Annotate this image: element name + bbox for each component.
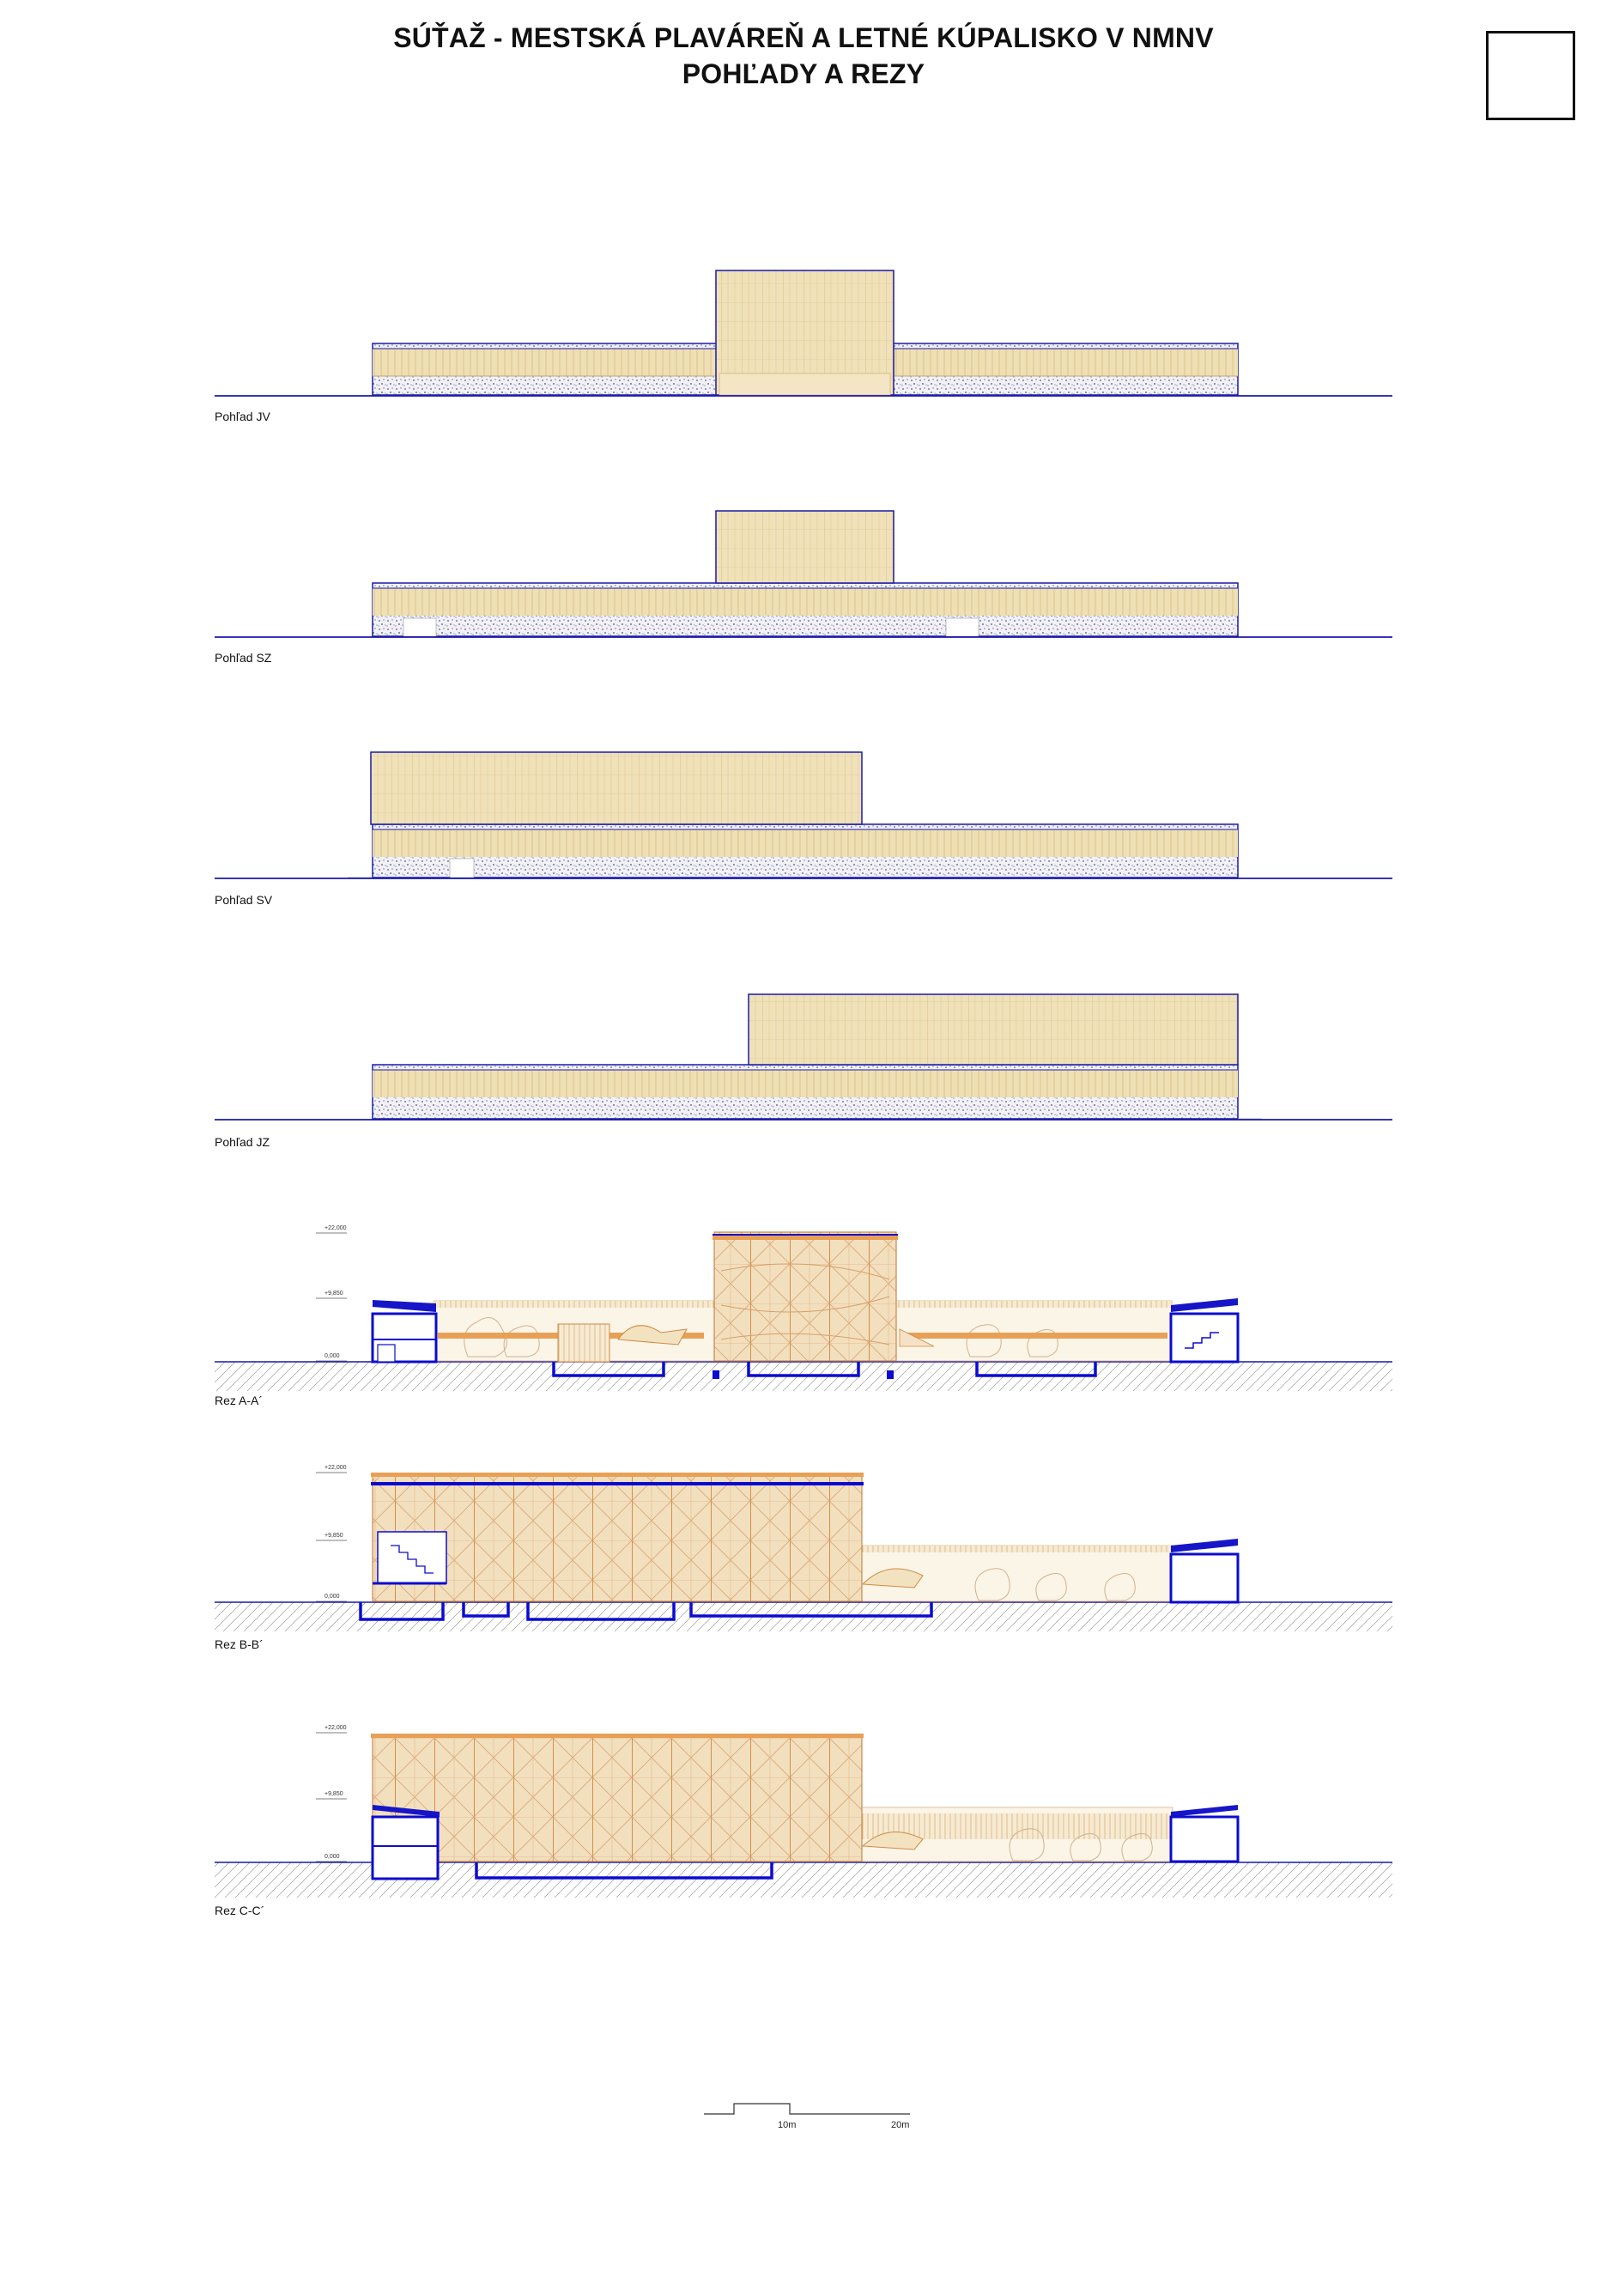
sheet-subtitle: POHĽADY A REZY: [682, 58, 925, 89]
label-pohlad-sz: Pohľad SZ: [215, 651, 272, 665]
elevation-jz: [215, 993, 1392, 1121]
label-rez-bb: Rez B-B´: [215, 1637, 264, 1651]
sheet-title: SÚŤAŽ - MESTSKÁ PLAVÁREŇ A LETNÉ KÚPALIS…: [393, 22, 1214, 53]
level-markers-bb: +22,000 +9,850 0,000: [316, 1465, 347, 1602]
section-bb: +22,000 +9,850 0,000: [215, 1465, 1392, 1631]
elevation-sz: [215, 510, 1392, 638]
scale-mark-10m: 10m: [778, 2120, 796, 2130]
level-label: 0,000: [324, 1594, 340, 1600]
elevation-sv: [215, 751, 1392, 879]
label-rez-aa: Rez A-A´: [215, 1394, 264, 1407]
level-label: +22,000: [324, 1725, 347, 1731]
section-aa: +22,000 +9,850 0,000: [215, 1225, 1392, 1391]
level-label: +9,850: [324, 1533, 343, 1539]
scale-mark-20m: 20m: [891, 2120, 909, 2130]
level-label: 0,000: [324, 1353, 340, 1359]
label-pohlad-jz: Pohľad JZ: [215, 1135, 270, 1149]
elevation-jv: [215, 270, 1392, 397]
level-label: +9,850: [324, 1791, 343, 1797]
section-cc: +22,000 +9,850 0,000: [215, 1725, 1392, 1898]
level-markers-aa: +22,000 +9,850 0,000: [316, 1225, 347, 1362]
label-rez-cc: Rez C-C´: [215, 1904, 265, 1917]
title-block-box: [1486, 31, 1575, 120]
level-label: +9,850: [324, 1291, 343, 1297]
level-markers-cc: +22,000 +9,850 0,000: [316, 1725, 347, 1862]
level-label: +22,000: [324, 1465, 347, 1471]
level-label: +22,000: [324, 1225, 347, 1231]
label-pohlad-jv: Pohľad JV: [215, 410, 270, 423]
level-label: 0,000: [324, 1854, 340, 1860]
label-pohlad-sv: Pohľad SV: [215, 893, 273, 907]
scale-bar: 10m 20m: [704, 2103, 910, 2130]
